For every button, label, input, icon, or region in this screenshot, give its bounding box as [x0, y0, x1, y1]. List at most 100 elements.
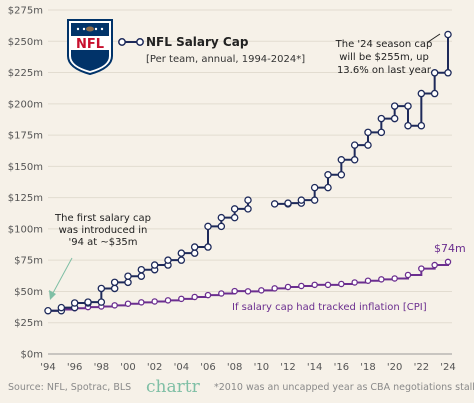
data-point — [311, 281, 318, 289]
y-tick-label: $25m — [14, 318, 43, 329]
step-corner-point — [324, 183, 332, 192]
y-tick-label: $250m — [8, 37, 43, 48]
annotation-2024-pointer — [427, 33, 441, 43]
data-point — [298, 282, 305, 290]
data-point — [178, 295, 185, 303]
step-corner-point — [244, 205, 252, 213]
data-point — [57, 303, 66, 312]
data-point — [230, 205, 239, 213]
legend-marker — [118, 38, 126, 46]
annotation-2024-line3: 13.6% on last year — [337, 65, 432, 76]
y-tick-label: $100m — [8, 224, 43, 235]
data-point — [418, 265, 425, 272]
data-point — [110, 278, 119, 287]
step-corner-point — [364, 141, 372, 149]
x-tick-label: '06 — [200, 362, 215, 373]
step-corner-point — [350, 156, 359, 164]
legend: NFL Salary Cap [Per team, annual, 1994-2… — [118, 35, 305, 65]
data-point — [190, 243, 199, 251]
data-point — [271, 285, 278, 292]
cap-series — [44, 30, 452, 315]
data-point — [44, 306, 52, 315]
step-corner-point — [190, 249, 199, 257]
series-step-segment — [434, 34, 449, 74]
series-step-segment — [408, 93, 423, 127]
x-tick-label: '08 — [227, 362, 242, 373]
data-point — [231, 287, 238, 295]
brand-logo: chartr — [146, 377, 201, 397]
data-point — [284, 283, 292, 291]
data-point — [404, 271, 412, 279]
step-corner-point — [377, 128, 386, 137]
step-corner-point — [444, 69, 452, 77]
data-point — [310, 183, 319, 192]
data-point — [324, 281, 332, 289]
footer-source: Source: NFL, Spotrac, BLS — [8, 382, 131, 393]
annotation-arrow — [52, 257, 73, 294]
data-point — [204, 291, 212, 299]
data-point — [337, 156, 346, 164]
x-tick-label: '96 — [67, 362, 82, 373]
chart-subtitle: [Per team, annual, 1994-2024*] — [146, 54, 305, 65]
data-point — [338, 280, 345, 288]
step-corner-point — [430, 89, 439, 98]
data-point — [151, 298, 158, 305]
step-corner-point — [217, 222, 226, 231]
annotation-arrow-head — [49, 290, 56, 300]
y-tick-label: $150m — [8, 162, 43, 173]
step-corner-point — [390, 114, 399, 123]
data-point — [124, 300, 132, 307]
data-point — [150, 261, 159, 269]
x-axis-ticks: '94 '96 '98 '00 '02 '04 '06 '08 '10 '12 '14 '16 '18 '… — [40, 362, 455, 373]
data-point — [444, 30, 452, 39]
data-point — [137, 265, 146, 274]
x-tick-label: '02 — [147, 362, 162, 373]
footer-note: *2010 was an uncapped year as CBA negoti… — [214, 382, 474, 393]
y-tick-label: $50m — [14, 287, 43, 298]
chart-title: NFL Salary Cap — [146, 35, 249, 49]
nfl-logo-text: NFL — [76, 37, 104, 52]
data-point — [70, 299, 79, 307]
data-point — [217, 213, 226, 222]
data-point — [297, 196, 306, 204]
x-tick-label: '20 — [387, 362, 402, 373]
data-point — [244, 288, 252, 295]
x-tick-label: '16 — [334, 362, 349, 373]
x-tick-label: '98 — [94, 362, 109, 373]
step-corner-point — [404, 102, 412, 110]
data-point — [378, 276, 385, 283]
annotation-2024-line2: will be $255m, up — [339, 52, 429, 63]
data-point — [84, 298, 92, 306]
x-tick-label: '04 — [174, 362, 189, 373]
data-point — [431, 261, 438, 269]
x-tick-label: '00 — [120, 362, 135, 373]
y-tick-label: $125m — [8, 193, 43, 204]
x-tick-label: '10 — [254, 362, 269, 373]
data-point — [404, 121, 412, 130]
x-tick-label: '22 — [414, 362, 429, 373]
y-axis-ticks: $0m $25m $50m $75m $100m $125m $150m $175m $200m… — [8, 6, 43, 361]
step-corner-point — [177, 256, 186, 264]
annotation-first-cap-line2: was introduced in — [59, 225, 148, 236]
y-tick-label: $75m — [14, 256, 43, 267]
data-point — [177, 249, 186, 257]
step-corner-point — [204, 243, 212, 251]
data-point — [364, 128, 372, 137]
data-point — [377, 114, 386, 123]
annotation-2024: The '24 season cap will be $255m, up 13.… — [335, 33, 441, 76]
y-tick-label: $225m — [8, 68, 43, 79]
annotation-first-cap: The first salary cap was introduced in '… — [49, 213, 151, 300]
step-corner-point — [110, 284, 119, 293]
step-corner-point — [337, 171, 346, 179]
data-point — [111, 302, 118, 309]
step-corner-point — [417, 121, 426, 130]
data-point — [284, 199, 292, 207]
data-point — [324, 171, 332, 179]
data-point — [444, 258, 452, 266]
step-corner-point — [97, 298, 106, 306]
data-point — [138, 299, 145, 306]
x-tick-label: '14 — [307, 362, 322, 373]
step-corner-point — [137, 272, 146, 280]
